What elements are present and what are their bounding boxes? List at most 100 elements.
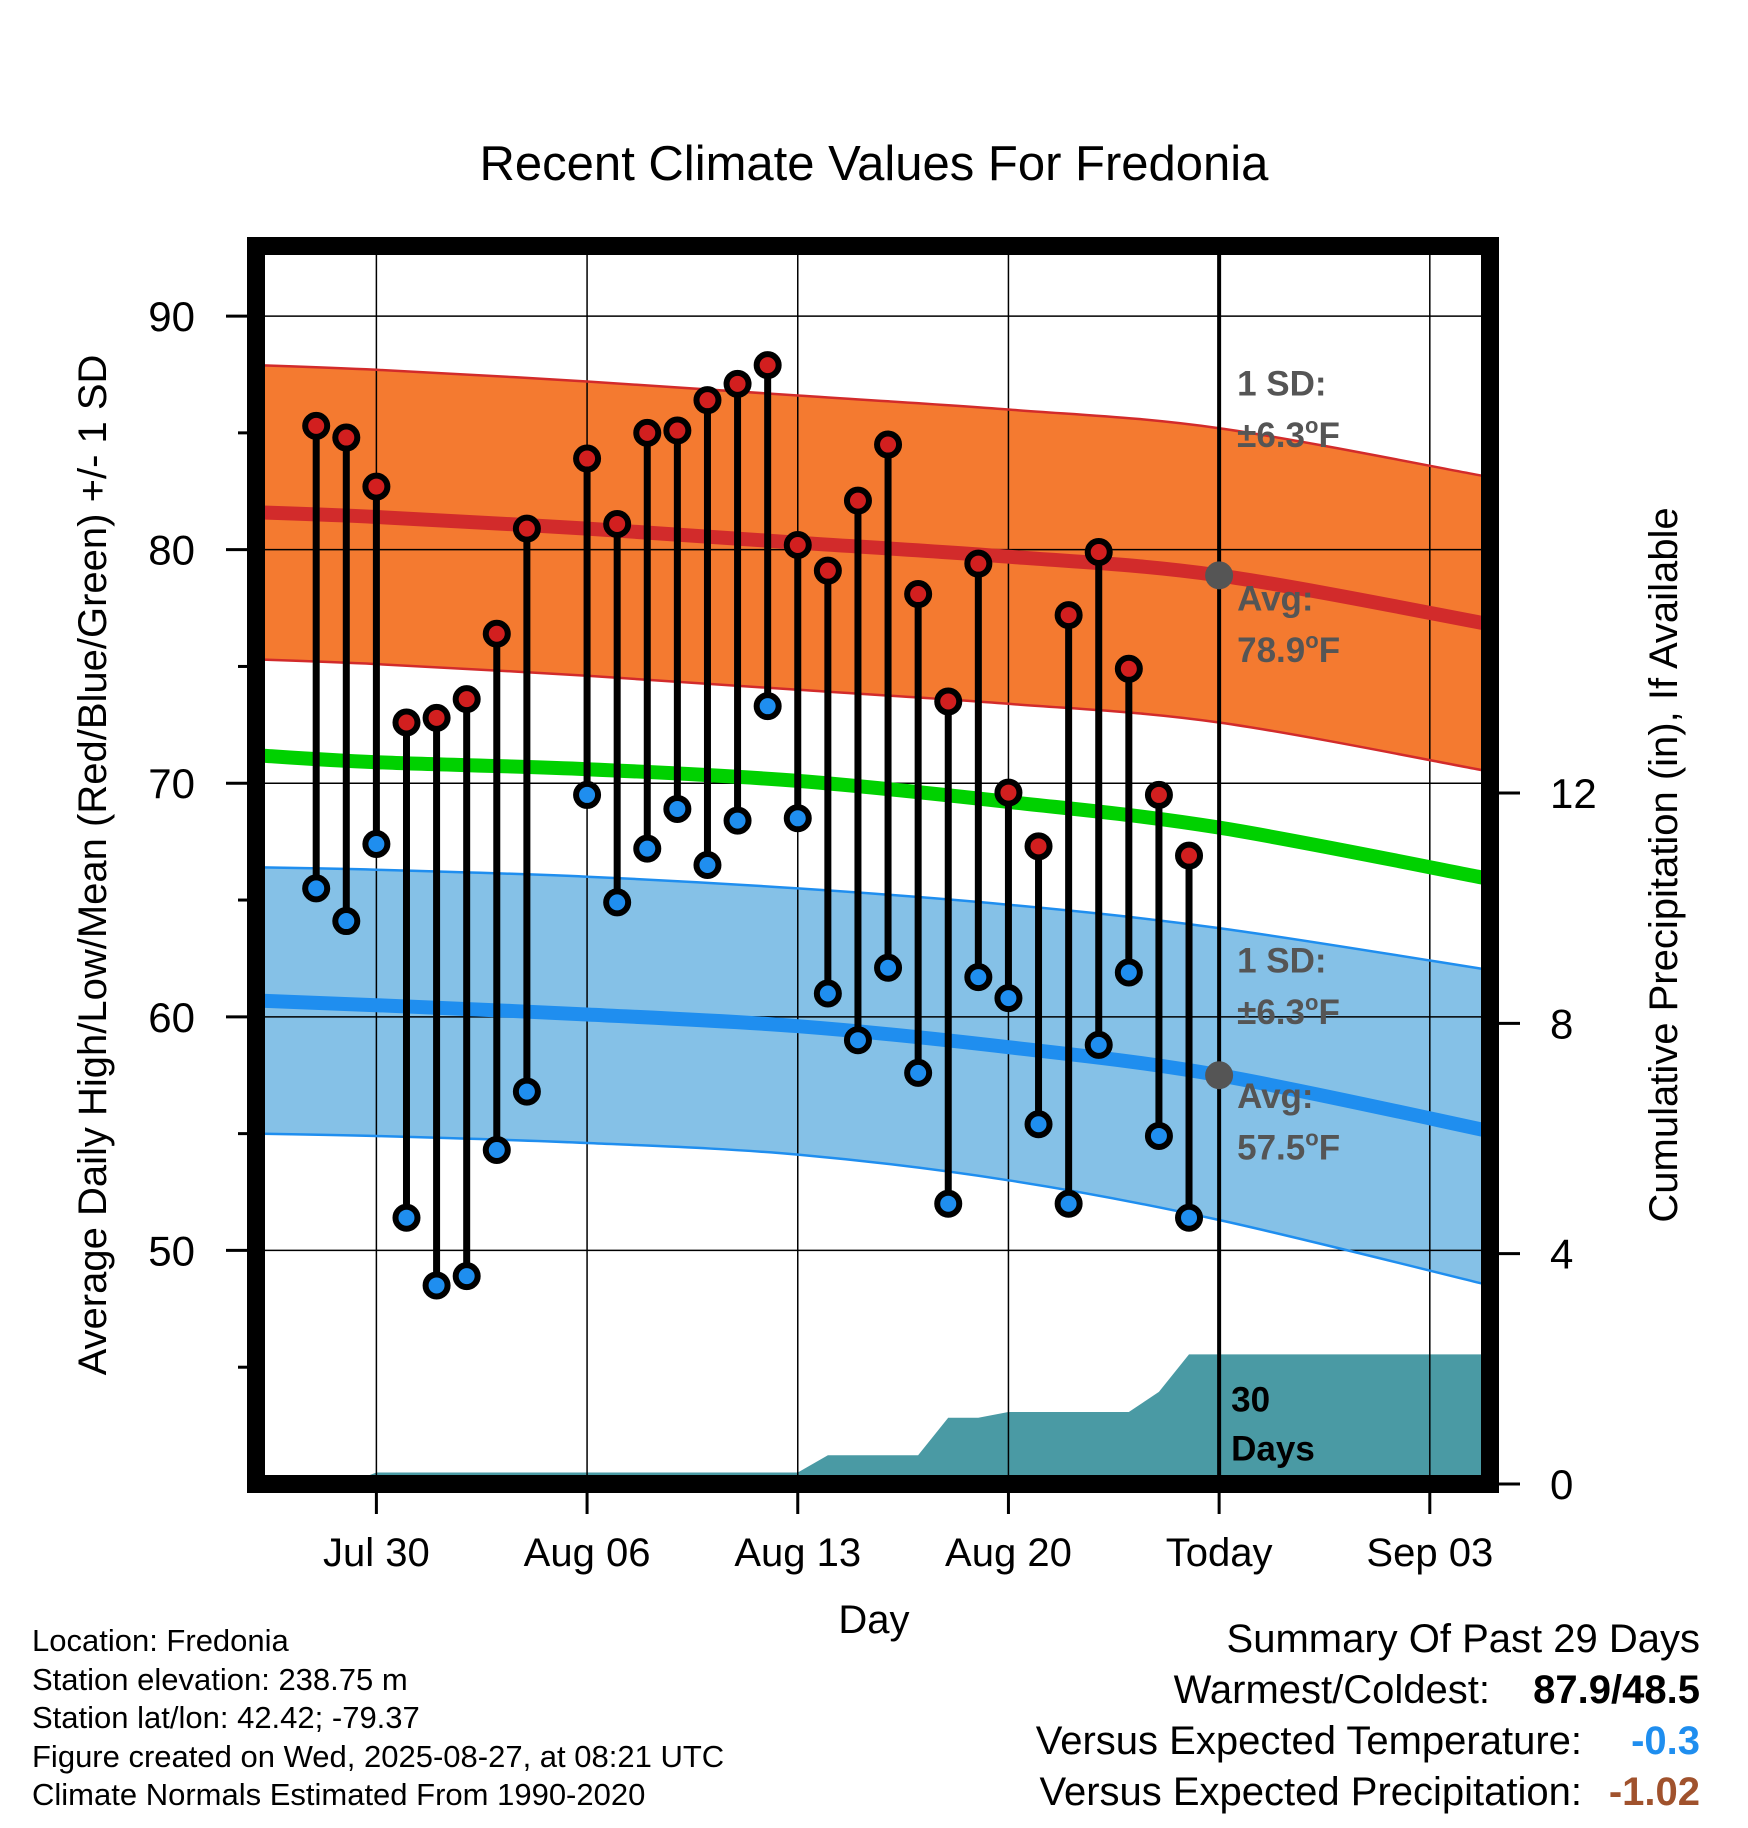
y-axis-label: Average Daily High/Low/Mean (Red/Blue/Gr…: [71, 355, 115, 1376]
y-tick-label: 70: [148, 760, 195, 807]
daily-low-marker: [994, 984, 1023, 1013]
daily-low-marker: [1144, 1121, 1173, 1150]
high-sd-band: [256, 365, 1490, 772]
daily-low-marker: [1054, 1189, 1083, 1218]
daily-low-marker: [422, 1271, 451, 1300]
low-sd-annotation: 1 SD:: [1237, 941, 1326, 980]
daily-low-marker: [964, 963, 993, 992]
x-tick-label: Sep 03: [1366, 1531, 1493, 1575]
summary-warm-row: Warmest/Coldest: 87.9/48.5: [1036, 1665, 1700, 1716]
low-sd-value-annotation: ±6.3oF: [1237, 990, 1340, 1032]
daily-high-marker: [964, 549, 993, 578]
station-info: Location: Fredonia Station elevation: 23…: [32, 1622, 724, 1815]
today-high-avg-dot: [1205, 561, 1234, 590]
chart-title: Recent Climate Values For Fredonia: [480, 137, 1270, 191]
daily-low-marker: [693, 851, 722, 879]
x-tick-label: Today: [1166, 1531, 1273, 1575]
summary-title: Summary Of Past 29 Days: [1226, 1617, 1700, 1661]
daily-high-marker: [723, 369, 752, 398]
warm-label: Warmest/Coldest:: [1173, 1668, 1490, 1712]
daily-low-marker: [753, 692, 782, 721]
temp-label: Versus Expected Temperature:: [1035, 1719, 1582, 1763]
daily-high-marker: [693, 386, 722, 415]
daily-high-marker: [362, 472, 391, 501]
y2-axis-label: Cumulative Precipitation (in), If Availa…: [1642, 507, 1686, 1222]
daily-low-marker: [813, 979, 842, 1008]
daily-high-marker: [663, 416, 692, 445]
high-sd-annotation: 1 SD:: [1237, 364, 1326, 403]
elevation-text: Station elevation: 238.75 m: [32, 1661, 408, 1697]
today-low-avg-dot: [1205, 1061, 1234, 1090]
y2-tick-label: 12: [1550, 770, 1597, 817]
daily-low-marker: [332, 907, 361, 936]
daily-low-marker: [1024, 1110, 1053, 1139]
daily-high-marker: [1114, 654, 1143, 683]
y2-tick-label: 8: [1550, 1000, 1573, 1047]
temp-value: -0.3: [1631, 1719, 1700, 1763]
daily-high-marker: [392, 708, 421, 737]
created-text: Figure created on Wed, 2025-08-27, at 08…: [32, 1738, 725, 1774]
plot-area: 1 SD: ±6.3oF Avg: 78.9oF 1 SD: ±6.3oF Avg: 57.5…: [255, 246, 1492, 1484]
y2-tick-label: 4: [1550, 1231, 1573, 1278]
daily-high-marker: [603, 509, 632, 538]
high-avg-annotation: Avg:: [1237, 579, 1313, 618]
daily-low-marker: [663, 794, 692, 823]
daily-high-marker: [874, 430, 903, 459]
daily-low-marker: [904, 1058, 933, 1087]
daily-low-marker: [1114, 958, 1143, 987]
x-tick-label: Aug 20: [945, 1531, 1072, 1575]
summary-panel: Summary Of Past 29 Days Warmest/Coldest:…: [1036, 1614, 1700, 1818]
daily-low-marker: [783, 804, 812, 833]
daily-high-marker: [1175, 841, 1204, 870]
x-tick-label: Jul 30: [323, 1531, 430, 1575]
high-avg-line: [255, 505, 1492, 632]
x-axis-label: Day: [838, 1598, 909, 1642]
daily-high-marker: [753, 351, 782, 380]
summary-temp-row: Versus Expected Temperature: -0.3: [1036, 1716, 1700, 1767]
x-tick-label: Aug 13: [734, 1531, 861, 1575]
daily-low-marker: [512, 1077, 541, 1106]
y-tick-label: 90: [148, 293, 195, 340]
daily-high-marker: [302, 411, 331, 440]
precip-area: [256, 1354, 1490, 1484]
daily-high-marker: [573, 444, 602, 473]
daily-high-marker: [512, 514, 541, 543]
precip-days-annotation: Days: [1231, 1430, 1315, 1469]
today-layer: [1205, 246, 1234, 1484]
precip-days-annotation: 30: [1231, 1381, 1270, 1420]
daily-low-marker: [573, 780, 602, 809]
precip-area-layer: [256, 1354, 1490, 1484]
mean-line: [255, 748, 1492, 886]
daily-low-marker: [1175, 1203, 1204, 1232]
daily-low-marker: [362, 829, 391, 858]
y2-tick-label: 0: [1550, 1461, 1573, 1508]
daily-low-marker: [1084, 1030, 1113, 1059]
plot-frame: [247, 237, 1499, 1493]
x-axis: Jul 30 Aug 06 Aug 13 Aug 20 Today Sep 03: [323, 1493, 1493, 1575]
x-tick-label: Aug 06: [524, 1531, 651, 1575]
daily-high-marker: [1084, 537, 1113, 566]
daily-high-marker: [843, 486, 872, 515]
daily-low-marker: [633, 834, 662, 863]
daily-high-marker: [994, 778, 1023, 807]
precip-label: Versus Expected Precipitation:: [1039, 1770, 1582, 1814]
daily-high-marker: [633, 418, 662, 447]
daily-high-marker: [1024, 832, 1053, 861]
daily-low-marker: [843, 1026, 872, 1055]
location-text: Location: Fredonia: [32, 1623, 289, 1658]
y-tick-label: 60: [148, 994, 195, 1041]
daily-high-marker: [1144, 780, 1173, 809]
daily-low-marker: [934, 1189, 963, 1218]
high-avg-value-annotation: 78.9oF: [1237, 628, 1340, 670]
daily-high-marker: [482, 619, 511, 648]
daily-high-marker: [783, 530, 812, 559]
y-axis-left: 50 60 70 80 90: [148, 293, 247, 1369]
sd-bands: [256, 365, 1490, 1286]
y-tick-label: 80: [148, 527, 195, 574]
precip-value: -1.02: [1608, 1770, 1700, 1814]
y-axis-right: 0 4 8 12: [1499, 770, 1597, 1508]
daily-low-marker: [874, 953, 903, 982]
daily-high-marker: [813, 556, 842, 585]
low-avg-annotation: Avg:: [1237, 1077, 1313, 1116]
